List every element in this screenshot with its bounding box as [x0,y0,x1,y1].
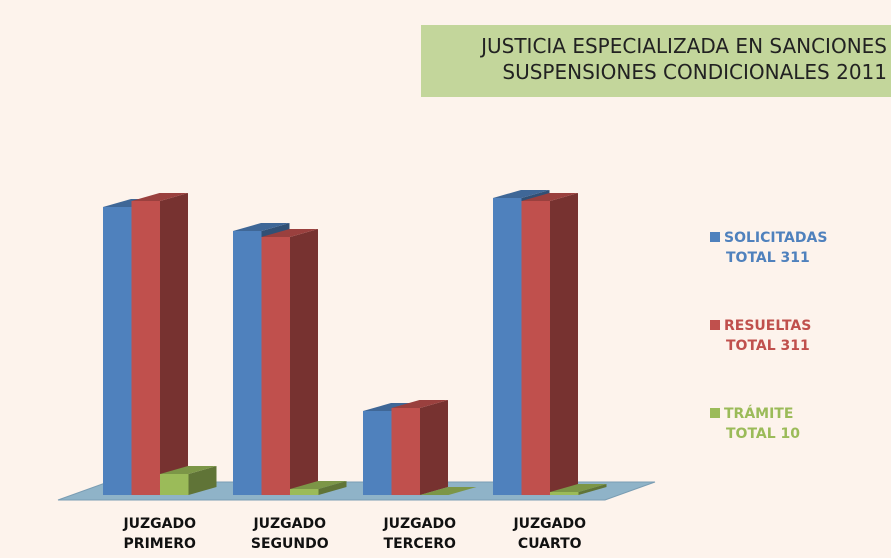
legend-entry: RESUELTAS TOTAL 311 [710,316,811,356]
bar-top [521,193,578,201]
bar-top [391,400,448,408]
bar [363,411,392,495]
legend-total: TOTAL 10 [726,426,801,442]
bar-side [160,193,188,495]
bar-top [233,223,290,231]
x-tick-label: JUZGADO TERCERO [383,516,457,552]
bar [550,492,579,495]
title-box: JUSTICIA ESPECIALIZADA EN SANCIONES SUSP… [421,25,891,97]
bar-top [160,466,217,474]
bar-side [578,484,607,495]
legend-entry: TRÁMITE TOTAL 10 [710,404,800,444]
bar-side [420,400,448,495]
x-tick-label: JUZGADO PRIMERO [123,516,197,552]
legend-swatch [710,320,720,330]
legend-entry: SOLICITADAS TOTAL 311 [710,228,827,268]
bar [391,408,420,495]
bar-side [550,193,578,495]
legend-total: TOTAL 311 [726,250,810,266]
bar [233,231,262,495]
bar-top [493,190,550,198]
bar-top [131,193,188,201]
bar [103,207,132,495]
bar [131,201,160,495]
legend-line: SOLICITADAS [710,228,827,248]
legend-line: TRÁMITE [710,404,800,424]
bar [160,474,189,495]
chart-title: SUSPENSIONES CONDICIONALES 2011 [502,60,887,84]
legend-swatch [710,408,720,418]
bar-top [420,487,477,495]
bar-side [290,229,318,495]
bar [521,201,550,495]
bar-side [188,466,217,495]
legend-label: RESUELTAS [724,318,812,334]
bar [290,489,319,495]
bar [261,237,290,495]
bar-top [261,229,318,237]
bar-top [550,484,607,492]
bar-top [290,481,347,489]
x-tick-label: JUZGADO SEGUNDO [250,516,329,552]
legend-swatch [710,232,720,242]
legend-line: RESUELTAS [710,316,811,336]
bar-side [318,481,347,495]
chart-title: JUSTICIA ESPECIALIZADA EN SANCIONES [481,34,887,58]
bar [493,198,522,495]
legend-total: TOTAL 311 [726,338,810,354]
legend-label: SOLICITADAS [724,230,828,246]
legend-label: TRÁMITE [724,406,794,422]
x-tick-label: JUZGADO CUARTO [513,516,587,552]
